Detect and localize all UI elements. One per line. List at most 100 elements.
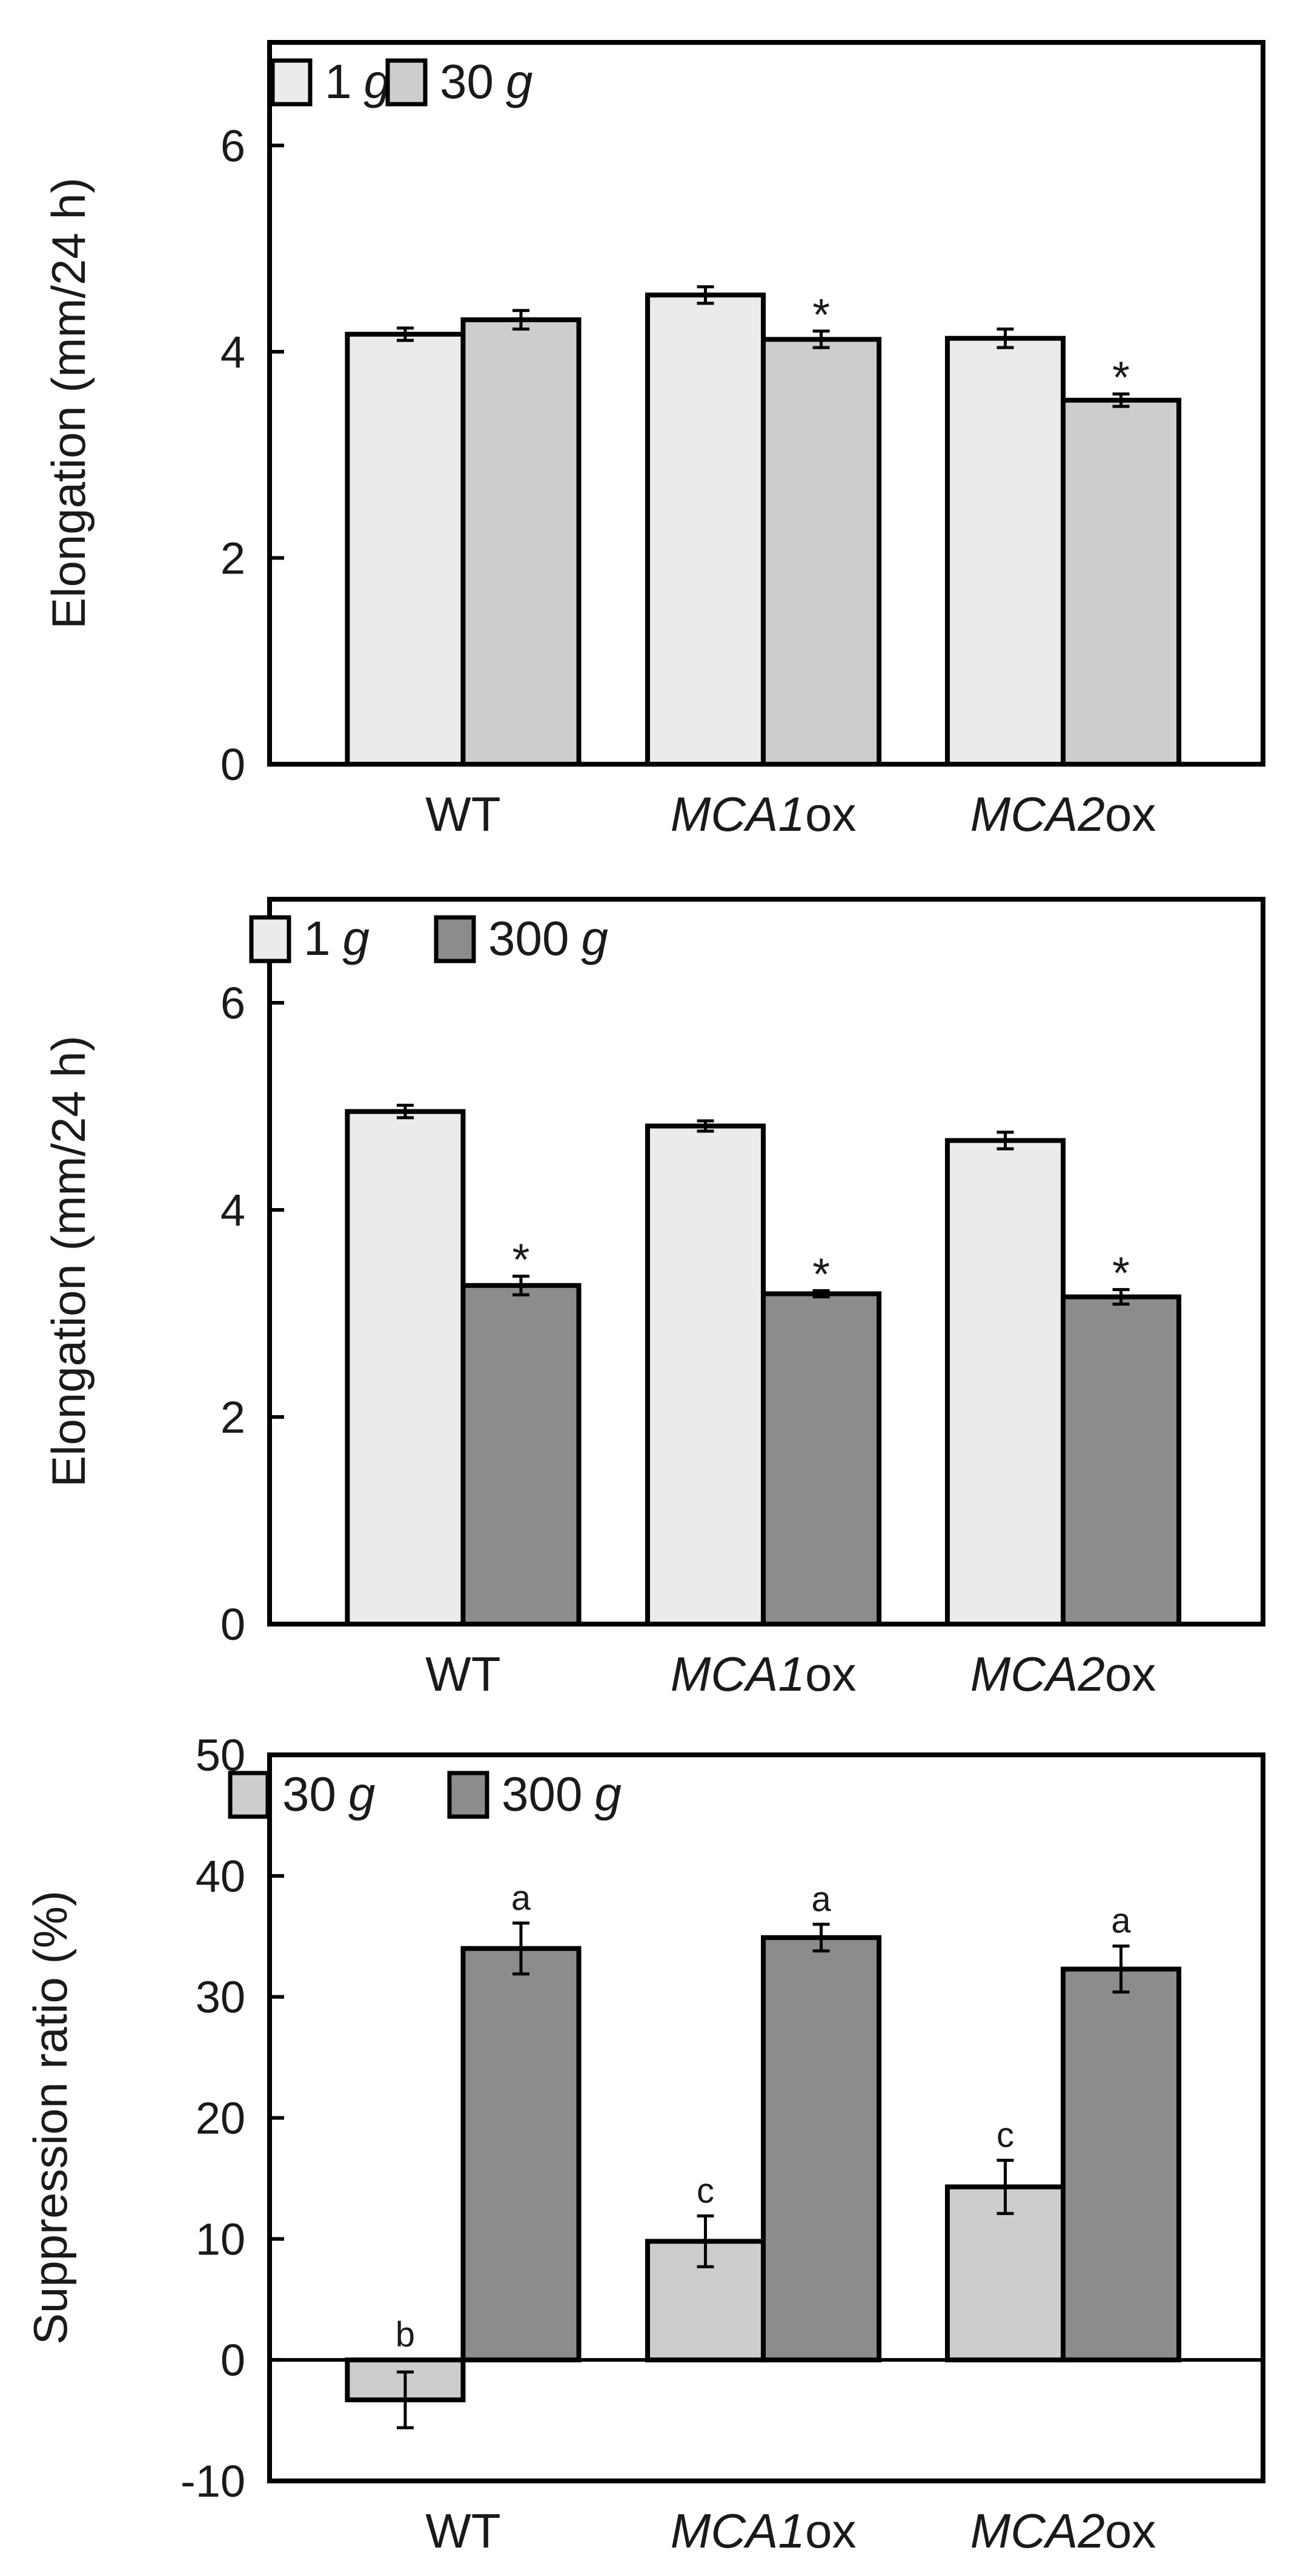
legend-unit: g <box>506 54 533 108</box>
legend-value: 300 <box>502 1767 582 1821</box>
legend-unit: g <box>581 911 608 965</box>
significance-marker: * <box>512 1234 530 1284</box>
category-suffix: ox <box>805 787 857 841</box>
category-suffix: ox <box>1105 787 1156 841</box>
bar <box>645 1123 766 1627</box>
significance-marker: * <box>1112 1248 1130 1298</box>
legend-swatch <box>385 58 428 107</box>
legend-swatch <box>270 58 313 107</box>
bar <box>460 1283 582 1627</box>
y-tick-label: 4 <box>220 327 245 377</box>
significance-marker: * <box>1112 352 1130 403</box>
legend-value: 30 <box>282 1767 336 1821</box>
bar <box>345 331 466 767</box>
significance-marker: * <box>812 1249 830 1299</box>
group-letter: a <box>811 1880 831 1919</box>
category-name: WT <box>425 2504 500 2558</box>
x-category-label: MCA1ox <box>671 787 857 841</box>
x-category-label: MCA1ox <box>671 1647 857 1701</box>
bar <box>1061 1966 1182 2363</box>
legend: 1 g 300 g <box>249 911 608 965</box>
legend-unit: g <box>343 911 370 965</box>
y-tick-label: 0 <box>220 2335 245 2385</box>
bar <box>944 335 1066 767</box>
legend-value: 300 <box>488 911 569 965</box>
x-category-label: WT <box>425 1647 500 1701</box>
y-axis-label: Elongation (mm/24 h) <box>42 1035 95 1487</box>
legend-value: 1 <box>303 911 331 965</box>
category-name: MCA1 <box>671 1647 805 1701</box>
significance-marker: * <box>812 289 830 340</box>
y-tick-label: 2 <box>220 1392 245 1442</box>
bar <box>944 1138 1066 1627</box>
bar <box>761 1935 882 2363</box>
y-tick-label: 0 <box>220 1599 245 1650</box>
x-category-label: MCA2ox <box>970 787 1156 841</box>
bar <box>460 1946 582 2363</box>
y-tick-label: 6 <box>220 978 245 1028</box>
y-tick-label: 40 <box>196 1851 245 1901</box>
plot-frame <box>267 40 1265 767</box>
category-name: WT <box>425 1647 500 1701</box>
bar <box>1061 1294 1182 1627</box>
group-letter: c <box>697 2171 714 2210</box>
x-category-label: MCA1ox <box>671 2504 857 2558</box>
category-suffix: ox <box>805 1647 857 1701</box>
bar <box>761 337 882 767</box>
x-category-label: WT <box>425 787 500 841</box>
x-category-label: MCA2ox <box>970 2504 1156 2558</box>
legend-value: 30 <box>440 54 494 108</box>
legend-swatch <box>249 915 291 963</box>
legend: 30 g 300 g <box>228 1767 622 1821</box>
x-category-label: WT <box>425 2504 500 2558</box>
legend-label: 300 g <box>502 1767 622 1821</box>
group-letter: b <box>396 2315 415 2354</box>
y-tick-label: 4 <box>220 1185 245 1235</box>
category-suffix: ox <box>1105 2504 1156 2558</box>
y-tick-label: 2 <box>220 533 245 583</box>
y-axis-label: Elongation (mm/24 h) <box>42 177 95 629</box>
category-name: MCA1 <box>671 787 805 841</box>
group-letter: c <box>996 2115 1014 2155</box>
x-category-label: MCA2ox <box>970 1647 1156 1701</box>
group-letter: a <box>511 1878 531 1918</box>
bar <box>460 317 582 767</box>
group-letter: a <box>1111 1901 1131 1941</box>
category-name: MCA2 <box>970 1647 1105 1701</box>
legend-unit: g <box>594 1767 622 1821</box>
y-tick-label: -10 <box>181 2456 245 2506</box>
category-name: MCA2 <box>970 2504 1105 2558</box>
y-tick-label: 10 <box>196 2214 245 2264</box>
legend-label: 30 g <box>282 1767 375 1821</box>
legend-label: 30 g <box>440 54 532 108</box>
y-tick-label: 6 <box>220 121 245 171</box>
legend-swatch <box>447 1771 489 1819</box>
category-suffix: ox <box>805 2504 857 2558</box>
bar <box>345 1109 466 1627</box>
plot-frame <box>267 1752 1265 2483</box>
y-tick-label: 30 <box>196 1972 245 2023</box>
legend-value: 1 <box>325 54 352 108</box>
legend-swatch <box>434 915 476 963</box>
bar <box>645 292 766 767</box>
legend-label: 300 g <box>488 911 608 965</box>
legend-swatch <box>228 1771 270 1819</box>
y-axis-label: Suppression ratio (%) <box>24 1891 77 2345</box>
plot-frame <box>267 897 1265 1627</box>
category-suffix: ox <box>1105 1647 1156 1701</box>
legend: 1 g 30 g <box>270 54 532 108</box>
y-tick-label: 20 <box>196 2093 245 2144</box>
category-name: WT <box>425 787 500 841</box>
bar <box>761 1291 882 1627</box>
bar <box>1061 397 1182 767</box>
y-tick-label: 0 <box>220 739 245 790</box>
category-name: MCA2 <box>970 787 1105 841</box>
category-name: MCA1 <box>671 2504 805 2558</box>
legend-unit: g <box>348 1767 376 1821</box>
